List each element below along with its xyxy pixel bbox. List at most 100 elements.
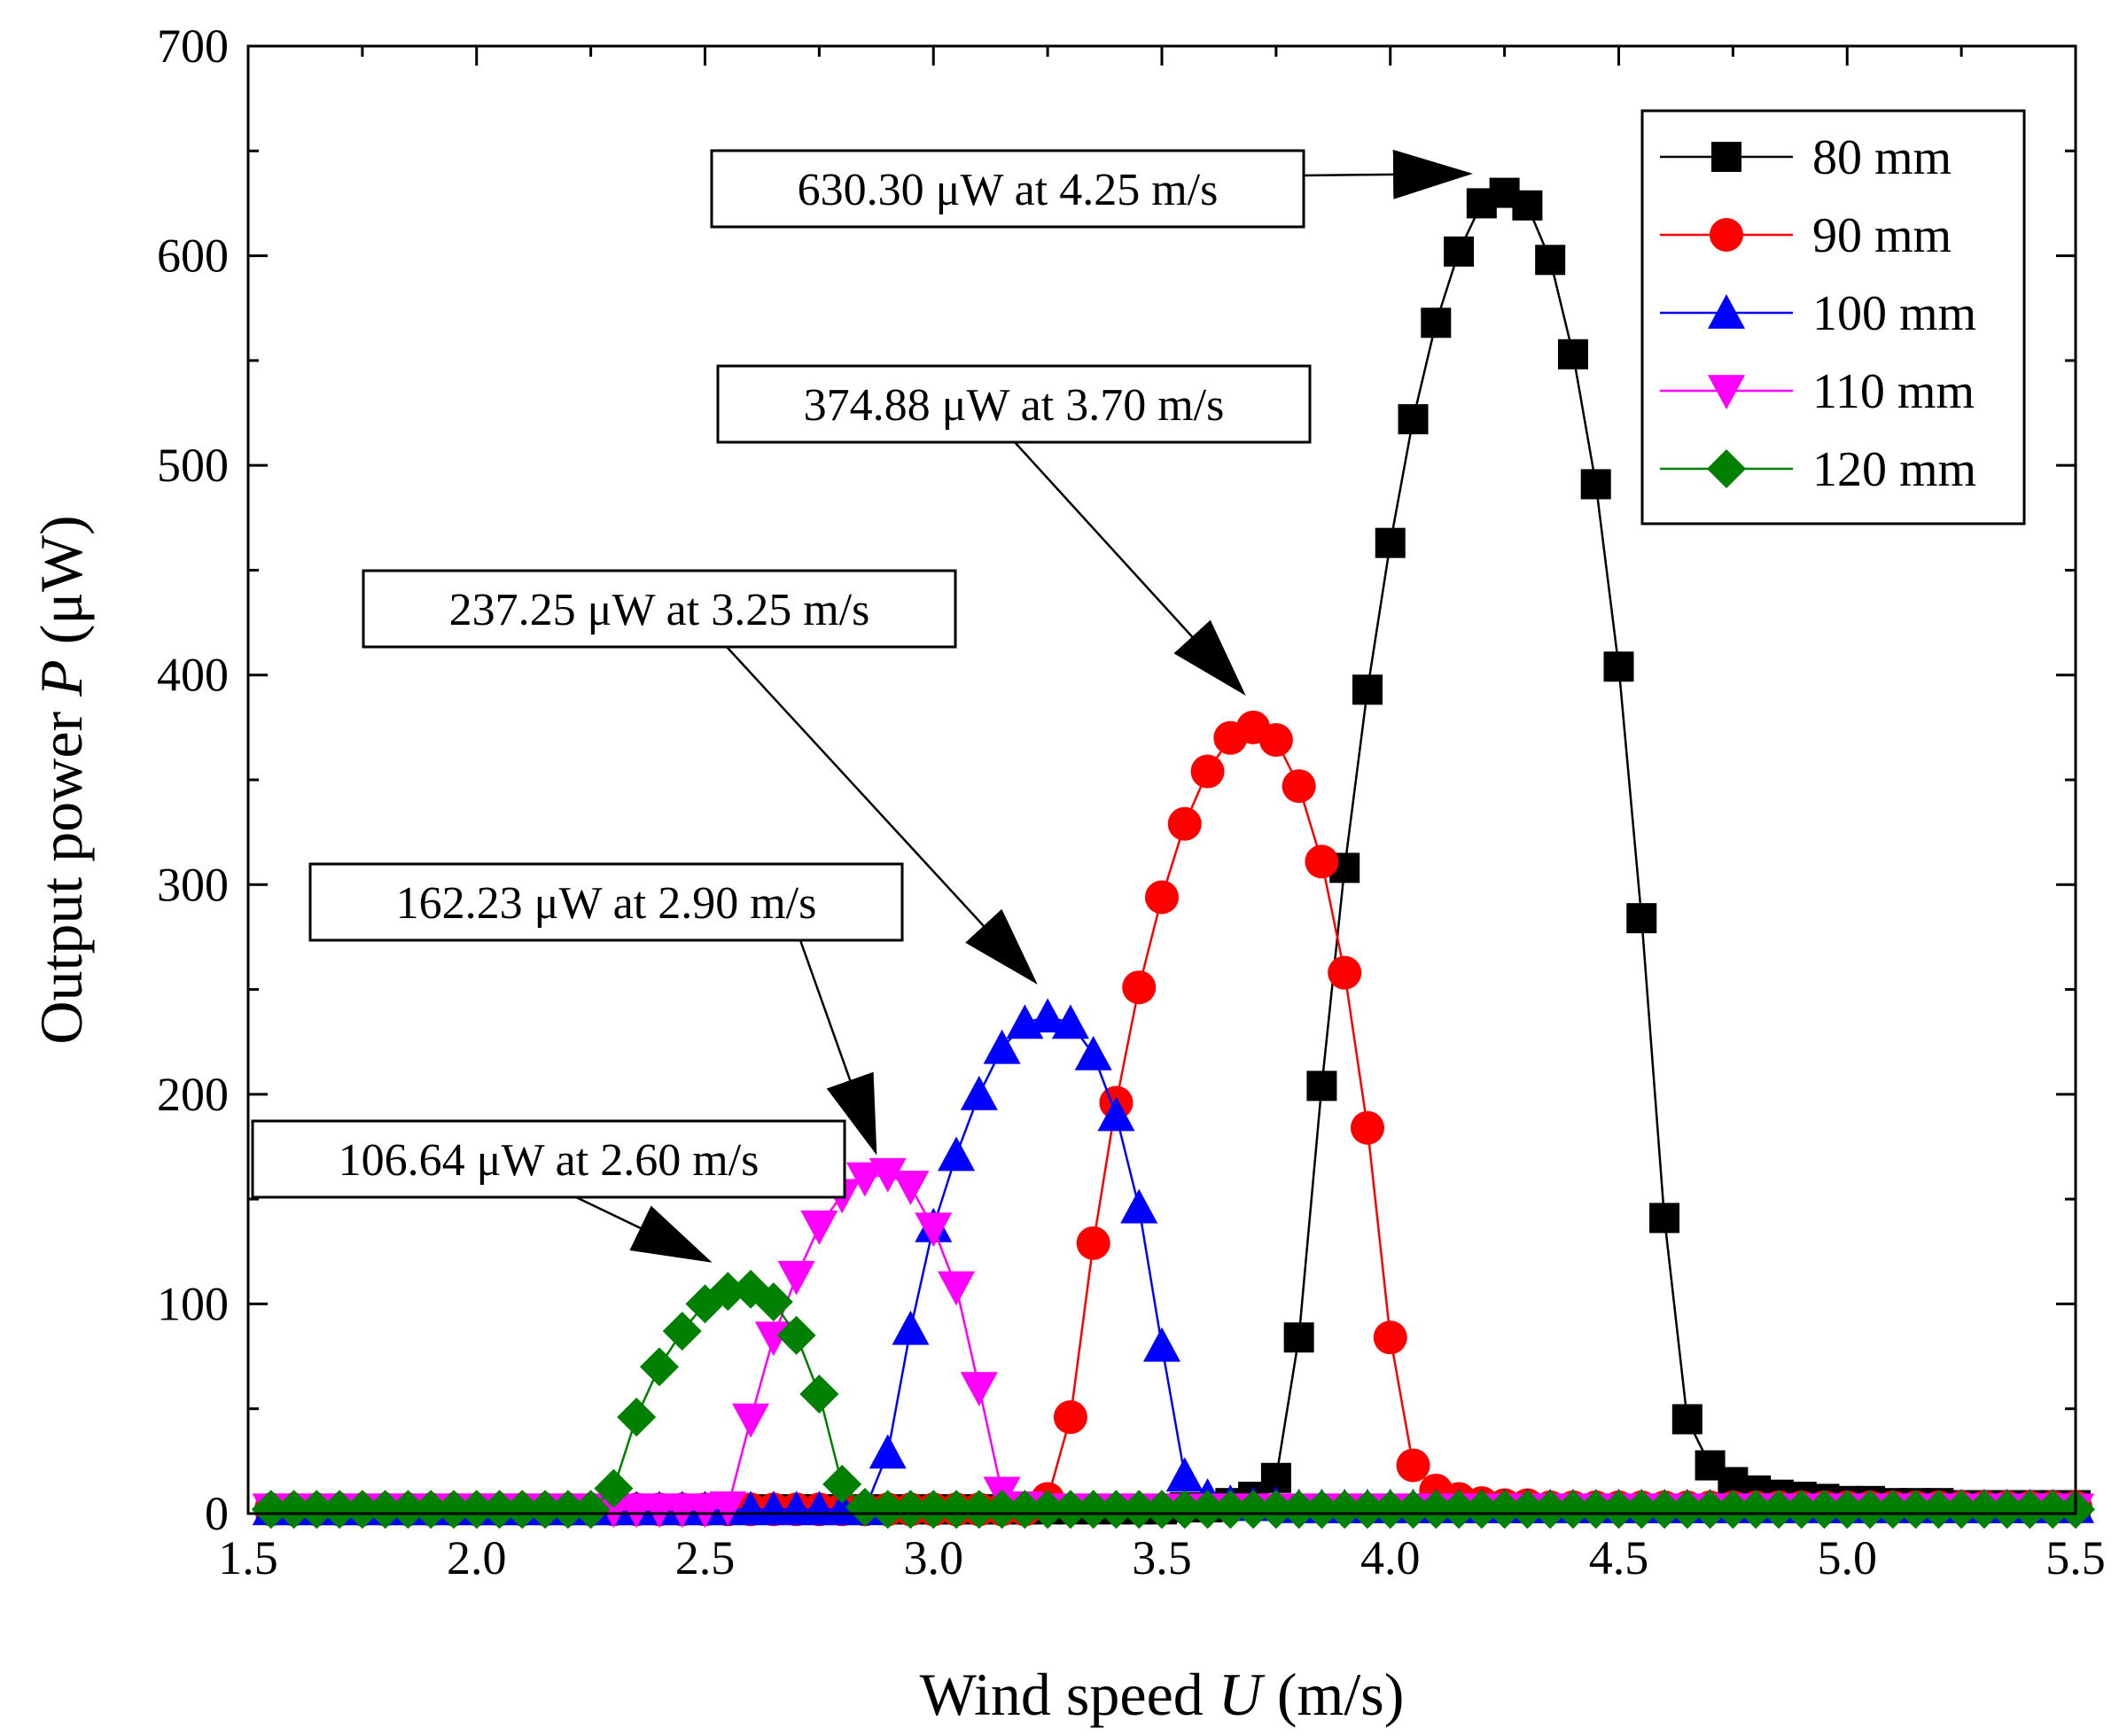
annotation-arrow xyxy=(1014,441,1246,696)
series-line xyxy=(270,726,2076,1511)
data-point xyxy=(1444,236,1475,267)
x-tick-label: 2.0 xyxy=(447,1531,507,1584)
data-point xyxy=(1053,1400,1087,1435)
series-90-mm xyxy=(253,710,2092,1527)
data-point xyxy=(662,1312,702,1351)
data-point xyxy=(869,1157,907,1193)
data-point xyxy=(938,1136,976,1172)
data-point xyxy=(2010,1490,2050,1530)
y-tick-label: 100 xyxy=(157,1277,229,1330)
data-point xyxy=(1531,1490,1570,1530)
data-point xyxy=(960,1372,998,1407)
data-point xyxy=(1143,1327,1180,1362)
data-point xyxy=(1145,880,1179,915)
data-point xyxy=(1557,339,1588,370)
data-point xyxy=(594,1468,634,1508)
data-point xyxy=(1804,1490,1844,1530)
data-point xyxy=(1211,1490,1250,1530)
annotation: 162.23 μW at 2.90 m/s xyxy=(308,862,904,1156)
data-point xyxy=(1645,1490,1685,1530)
data-point xyxy=(1896,1490,1936,1530)
annotation-box xyxy=(362,569,957,649)
series-line xyxy=(270,1172,2076,1511)
data-point xyxy=(709,1491,747,1526)
data-point xyxy=(1576,1490,1616,1530)
data-point xyxy=(938,1271,976,1306)
annotation: 106.64 μW at 2.60 m/s xyxy=(251,1119,846,1263)
x-tick-label: 3.5 xyxy=(1132,1531,1192,1584)
data-point xyxy=(1302,1490,1342,1530)
data-point xyxy=(388,1490,428,1530)
data-point xyxy=(708,1272,748,1312)
data-point xyxy=(1649,1203,1680,1234)
data-point xyxy=(1599,1490,1639,1530)
legend-label: 120 mm xyxy=(1812,442,1976,497)
data-point xyxy=(1484,1490,1524,1530)
x-tick-label: 5.5 xyxy=(2045,1531,2106,1584)
data-point xyxy=(1029,998,1067,1033)
annotation-box xyxy=(251,1119,846,1199)
data-point xyxy=(251,1490,291,1530)
series-100-mm xyxy=(252,998,2094,1526)
data-point xyxy=(1234,1490,1274,1530)
x-tick-label: 3.0 xyxy=(904,1531,964,1584)
annotation: 374.88 μW at 3.70 m/s xyxy=(716,364,1312,696)
y-tick-label: 0 xyxy=(205,1487,229,1540)
data-point xyxy=(869,1434,907,1469)
legend-label: 100 mm xyxy=(1812,286,1976,341)
series-110-mm xyxy=(252,1157,2094,1529)
data-point xyxy=(1398,404,1429,435)
annotation: 630.30 μW at 4.25 m/s xyxy=(710,149,1473,229)
series-line xyxy=(270,1016,2076,1511)
data-point xyxy=(1758,1490,1798,1530)
data-point xyxy=(1827,1490,1867,1530)
data-point xyxy=(845,1487,884,1527)
data-point xyxy=(1439,1490,1479,1530)
data-point xyxy=(959,1490,999,1530)
annotation-arrow xyxy=(575,1195,713,1263)
data-point xyxy=(1370,1490,1410,1530)
data-point xyxy=(1690,1490,1730,1530)
data-point xyxy=(297,1490,337,1530)
data-point xyxy=(320,1490,360,1530)
x-tick-label: 1.5 xyxy=(218,1531,278,1584)
annotation-arrow xyxy=(799,939,877,1156)
data-point xyxy=(914,1490,954,1530)
y-tick-label: 600 xyxy=(157,230,229,283)
x-tick-label: 4.0 xyxy=(1360,1531,1421,1584)
data-point xyxy=(915,1212,953,1248)
legend: 80 mm 90 mm 100 mm 110 mm 120 mm xyxy=(1640,109,2026,525)
data-point xyxy=(1165,1457,1204,1492)
annotation-box xyxy=(716,364,1312,444)
data-point xyxy=(526,1490,565,1530)
data-point xyxy=(2033,1490,2073,1530)
y-tick-label: 500 xyxy=(157,439,229,492)
data-point xyxy=(1282,769,1316,804)
data-point xyxy=(1352,674,1383,705)
data-point xyxy=(799,1374,839,1414)
data-point xyxy=(1416,1490,1456,1530)
data-point xyxy=(892,1310,930,1345)
legend-entry: 110 mm xyxy=(1660,364,1975,419)
legend-entry: 90 mm xyxy=(1660,208,1952,263)
annotation-label: 630.30 μW at 4.25 m/s xyxy=(798,165,1219,215)
data-point xyxy=(1736,1490,1776,1530)
data-point xyxy=(1781,1490,1821,1530)
data-point xyxy=(1713,1490,1753,1530)
data-point xyxy=(1122,970,1157,1005)
data-point xyxy=(1325,1490,1365,1530)
data-point xyxy=(1306,1070,1337,1102)
data-point xyxy=(1283,1322,1314,1353)
legend-entry: 100 mm xyxy=(1660,286,1976,341)
data-point xyxy=(1279,1490,1319,1530)
data-point xyxy=(1120,1188,1158,1224)
data-point xyxy=(686,1493,724,1529)
y-tick-label: 700 xyxy=(157,19,229,73)
data-point xyxy=(1256,1490,1296,1530)
data-point xyxy=(1461,1490,1501,1530)
data-point xyxy=(983,1029,1021,1064)
data-point xyxy=(1396,1448,1430,1483)
data-point xyxy=(1076,1226,1110,1260)
data-point xyxy=(1942,1490,1982,1530)
